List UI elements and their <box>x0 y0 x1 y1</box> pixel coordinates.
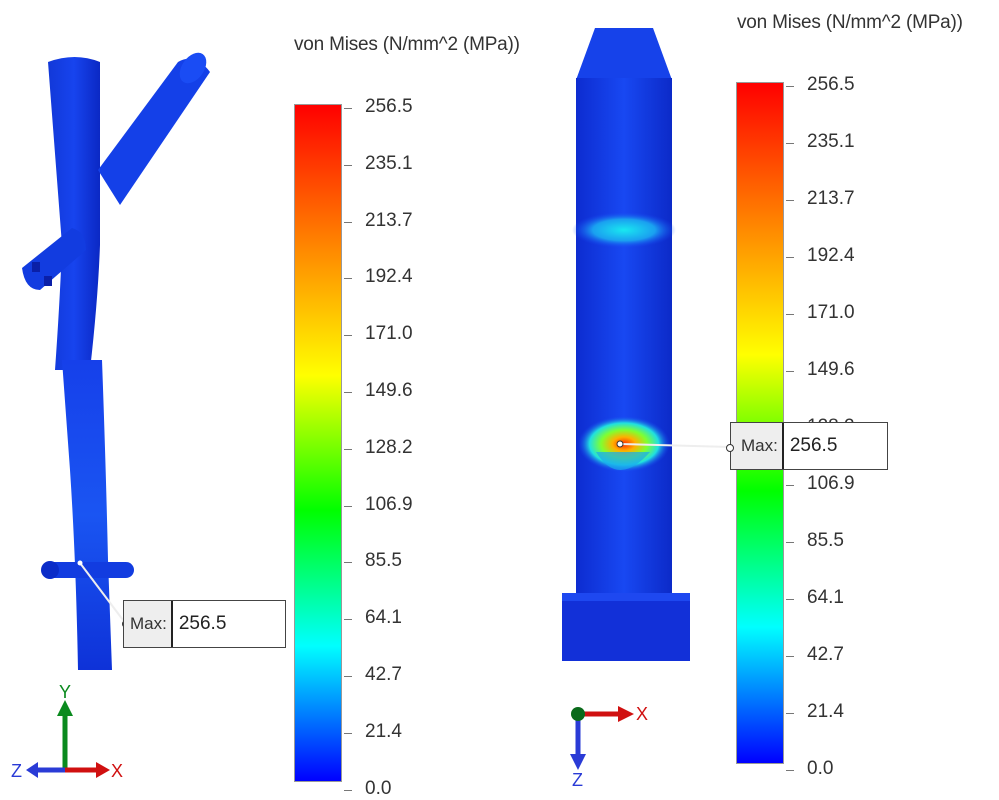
colorbar-tick <box>344 392 352 393</box>
colorbar-tick <box>786 485 794 486</box>
colorbar-tick <box>344 108 352 109</box>
colorbar-tick-label: 213.7 <box>365 209 413 231</box>
shaft-taper <box>576 28 672 80</box>
colorbar-tick-label: 106.9 <box>807 473 855 494</box>
colorbar-tick <box>344 789 352 791</box>
axis-triad: Y X Z <box>11 684 123 781</box>
pin-end <box>41 561 59 579</box>
cross-pin <box>42 562 134 578</box>
colorbar-tick-label: 235.1 <box>807 131 855 152</box>
colorbar-tick-label: 21.4 <box>807 701 844 722</box>
colorbar-tick <box>344 562 352 564</box>
colorbar-tick <box>344 619 352 621</box>
colorbar-tick <box>786 257 794 258</box>
colorbar-tick-label: 235.1 <box>365 152 413 174</box>
colorbar-tick-label: 64.1 <box>365 607 402 629</box>
shaft-base <box>562 593 690 661</box>
z-axis-label: Z <box>11 761 22 781</box>
branch-arm <box>98 58 210 205</box>
stress-band <box>572 212 676 248</box>
right-stress-plot: von Mises (N/mm^2 (MPa)) 256.5 235.1 213.7… <box>500 0 999 792</box>
base-rim <box>562 593 690 601</box>
y-arrow-head <box>57 700 73 716</box>
colorbar-tick <box>344 676 352 677</box>
colorbar-tick-label: 42.7 <box>807 644 844 665</box>
colorbar-tick-label: 171.0 <box>807 302 855 323</box>
colorbar-tick-label: 171.0 <box>365 323 413 345</box>
colorbar-tick <box>344 164 352 166</box>
colorbar-tick-label: 149.6 <box>807 359 855 380</box>
x-arrow-head <box>618 706 634 722</box>
side-lug <box>22 228 86 290</box>
colorbar-tick-label: 0.0 <box>807 758 834 779</box>
lug-slot-2 <box>44 276 52 286</box>
probe-point <box>77 560 83 566</box>
colorbar-tick-label: 128.2 <box>365 436 413 458</box>
axis-triad: X Z <box>570 704 648 790</box>
x-arrow-head <box>96 762 110 778</box>
colorbar-tick-label: 213.7 <box>807 188 855 209</box>
max-probe-label: Max: <box>731 423 784 469</box>
legend-title: von Mises (N/mm^2 (MPa)) <box>294 34 520 55</box>
probe-point <box>616 440 624 448</box>
x-axis-label: X <box>111 761 123 781</box>
colorbar-tick <box>786 599 794 600</box>
probe-anchor <box>726 444 734 452</box>
legend-title: von Mises (N/mm^2 (MPa)) <box>737 12 963 33</box>
shaft-upper <box>48 57 100 370</box>
branch-end <box>179 52 207 84</box>
colorbar-tick-label: 149.6 <box>365 380 413 401</box>
colorbar-tick <box>344 505 352 507</box>
colorbar-tick <box>786 371 794 372</box>
shaft-body <box>576 78 672 598</box>
colorbar-tick-label: 85.5 <box>365 550 402 572</box>
colorbar-tick-label: 192.4 <box>807 245 855 266</box>
z-axis-label: Z <box>572 770 583 790</box>
colorbar-tick-label: 256.5 <box>365 96 413 117</box>
colorbar-tick <box>786 314 794 315</box>
colorbar-tick <box>786 770 794 771</box>
colorbar <box>294 104 342 782</box>
x-axis-label: X <box>636 704 648 724</box>
probe-leader <box>79 562 127 625</box>
colorbar-tick <box>344 732 352 734</box>
z-arrow-head <box>26 762 38 778</box>
right-model-view[interactable] <box>500 0 740 680</box>
max-probe-value: 256.5 <box>178 613 227 634</box>
colorbar-tick-label: 21.4 <box>365 720 402 742</box>
colorbar-tick <box>786 542 794 543</box>
colorbar-tick-label: 0.0 <box>365 777 392 799</box>
colorbar-tick <box>344 335 352 337</box>
colorbar-tick <box>786 86 794 87</box>
left-model-view[interactable] <box>0 0 300 700</box>
max-probe-value: 256.5 <box>789 435 838 456</box>
max-probe-callout[interactable]: Max: 256.5 <box>123 600 286 648</box>
colorbar-tick <box>344 278 352 280</box>
probe-leader <box>619 443 731 448</box>
colorbar-tick-label: 106.9 <box>365 493 413 515</box>
y-axis-dot <box>571 707 585 721</box>
colorbar-tick-label: 192.4 <box>365 266 413 288</box>
lug-slot <box>32 262 40 272</box>
max-probe-label: Max: <box>124 601 173 647</box>
colorbar-tick <box>786 200 794 201</box>
colorbar-tick-label: 256.5 <box>807 74 855 95</box>
hotspot-lobe <box>596 452 650 470</box>
y-axis-label: Y <box>59 684 71 702</box>
left-stress-plot: von Mises (N/mm^2 (MPa)) 256.5 235.1 213.7… <box>0 0 520 799</box>
colorbar-tick-label: 42.7 <box>365 664 402 685</box>
colorbar-tick-label: 64.1 <box>807 587 844 608</box>
colorbar-tick-label: 85.5 <box>807 530 844 551</box>
colorbar-tick <box>786 656 794 657</box>
max-probe-callout[interactable]: Max: 256.5 <box>730 422 888 470</box>
shaft-lower <box>62 360 112 670</box>
colorbar-tick <box>344 448 352 450</box>
colorbar-tick <box>786 143 794 144</box>
colorbar-tick <box>344 221 352 223</box>
colorbar-tick <box>786 713 794 714</box>
z-arrow-head <box>570 754 586 770</box>
